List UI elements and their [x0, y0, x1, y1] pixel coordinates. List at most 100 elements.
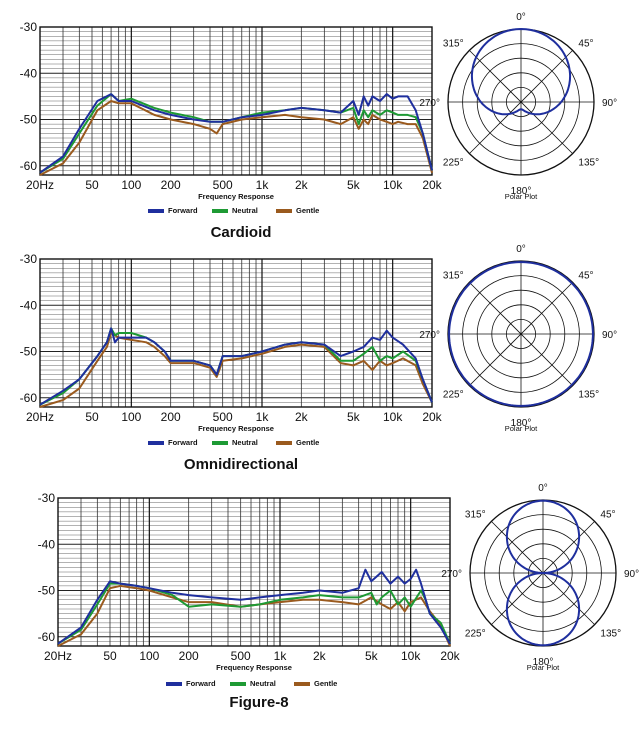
x-tick-label: 1k	[256, 410, 270, 424]
polar-angle-label: 90°	[602, 98, 617, 109]
polar-plot: 0° 45° 90° 135° 180° 225° 270° 315° Polar Plot	[419, 12, 617, 201]
polar-angle-label: 135°	[578, 157, 599, 168]
polar-angle-label: 45°	[578, 39, 593, 50]
y-tick-label: -60	[38, 630, 56, 644]
series-line-forward	[39, 93, 433, 174]
x-tick-label: 10k	[401, 649, 421, 663]
x-tick-label: 5k	[347, 410, 361, 424]
x-tick-label: 500	[231, 649, 251, 663]
x-tick-label: 20Hz	[26, 178, 54, 192]
legend-swatch-neutral	[230, 682, 246, 686]
legend-label-gentle: Gentle	[296, 206, 319, 215]
x-tick-label: 1k	[274, 649, 288, 663]
x-tick-label: 200	[179, 649, 199, 663]
chart-panel-3: -30 -40 -50 -60 20Hz 50 100 200 500 1k 2k 5k 10k 20k F…	[38, 483, 639, 711]
polar-plot-label: Polar Plot	[527, 663, 560, 672]
x-tick-label: 20k	[422, 410, 442, 424]
polar-angle-label: 180°	[511, 186, 532, 197]
legend: Forward Neutral Gentle	[166, 679, 337, 688]
x-tick-label: 20k	[440, 649, 460, 663]
y-tick-label: -40	[20, 66, 38, 80]
y-tick-label: -60	[20, 159, 38, 173]
polar-pattern-curve	[505, 499, 581, 647]
x-tick-label: 20k	[422, 178, 442, 192]
series-line-forward	[57, 568, 451, 645]
polar-angle-label: 225°	[465, 628, 486, 639]
legend-label-forward: Forward	[186, 679, 216, 688]
polar-angle-label: 135°	[578, 389, 599, 400]
polar-angle-label: 180°	[511, 418, 532, 429]
polar-angle-label: 315°	[443, 39, 464, 50]
polar-spoke	[469, 50, 573, 154]
legend-label-gentle: Gentle	[314, 679, 337, 688]
x-tick-label: 2k	[313, 649, 327, 663]
y-tick-label: -30	[38, 491, 56, 505]
x-tick-label: 20Hz	[26, 410, 54, 424]
legend-swatch-neutral	[212, 441, 228, 445]
x-tick-label: 200	[161, 410, 181, 424]
chart-title: Cardioid	[211, 224, 272, 241]
chart-panel-2: -30 -40 -50 -60 20Hz 50 100 200 500 1k 2k 5k 10k 20k F…	[20, 244, 617, 473]
y-tick-label: -40	[20, 298, 38, 312]
legend-swatch-gentle	[276, 209, 292, 213]
series-line-forward	[39, 327, 433, 406]
polar-plot-label: Polar Plot	[505, 192, 538, 201]
x-tick-label: 100	[139, 649, 159, 663]
polar-pattern-curve	[448, 261, 594, 407]
legend-swatch-gentle	[294, 682, 310, 686]
polar-angle-label: 270°	[419, 330, 440, 341]
legend-swatch-neutral	[212, 209, 228, 213]
chart-title: Omnidirectional	[184, 456, 298, 473]
x-tick-label: 100	[121, 410, 141, 424]
y-tick-label: -60	[20, 391, 38, 405]
polar-angle-label: 45°	[578, 271, 593, 282]
x-axis-label: Frequency Response	[216, 663, 292, 672]
chart-title: Figure-8	[229, 694, 288, 711]
y-tick-label: -50	[38, 584, 56, 598]
legend-swatch-forward	[166, 682, 182, 686]
polar-angle-label: 45°	[600, 510, 615, 521]
polar-angle-label: 270°	[419, 98, 440, 109]
x-tick-label: 10k	[383, 178, 403, 192]
polar-plot: 0° 45° 90° 135° 180° 225° 270° 315° Polar Plot	[419, 244, 617, 433]
y-tick-label: -30	[20, 252, 38, 266]
x-tick-label: 500	[213, 410, 233, 424]
legend-label-neutral: Neutral	[232, 438, 258, 447]
plot-frame	[39, 26, 433, 176]
polar-spoke	[469, 282, 573, 386]
legend-swatch-forward	[148, 209, 164, 213]
legend: Forward Neutral Gentle	[148, 438, 319, 447]
legend-swatch-forward	[148, 441, 164, 445]
polar-angle-label: 225°	[443, 157, 464, 168]
x-tick-label: 1k	[256, 178, 270, 192]
polar-angle-label: 0°	[516, 12, 526, 23]
x-tick-label: 5k	[365, 649, 379, 663]
x-tick-label: 2k	[295, 410, 309, 424]
x-tick-label: 100	[121, 178, 141, 192]
x-tick-label: 200	[161, 178, 181, 192]
legend-swatch-gentle	[276, 441, 292, 445]
polar-angle-label: 90°	[602, 330, 617, 341]
polar-angle-label: 315°	[465, 510, 486, 521]
x-tick-label: 50	[85, 178, 99, 192]
x-axis-label: Frequency Response	[198, 424, 274, 433]
plot-frame	[39, 258, 433, 408]
x-tick-label: 2k	[295, 178, 309, 192]
y-tick-label: -30	[20, 20, 38, 34]
legend-label-gentle: Gentle	[296, 438, 319, 447]
polar-plot-label: Polar Plot	[505, 424, 538, 433]
y-tick-label: -50	[20, 113, 38, 127]
polar-angle-label: 0°	[516, 244, 526, 255]
polar-angle-label: 0°	[538, 483, 548, 494]
polar-angle-label: 315°	[443, 271, 464, 282]
polar-angle-label: 225°	[443, 389, 464, 400]
series-line-gentle	[39, 100, 433, 176]
polar-angle-label: 90°	[624, 569, 639, 580]
y-tick-label: -50	[20, 345, 38, 359]
legend: Forward Neutral Gentle	[148, 206, 319, 215]
polar-angle-label: 180°	[533, 657, 554, 668]
x-tick-label: 10k	[383, 410, 403, 424]
polar-angle-label: 270°	[441, 569, 462, 580]
y-tick-label: -40	[38, 537, 56, 551]
